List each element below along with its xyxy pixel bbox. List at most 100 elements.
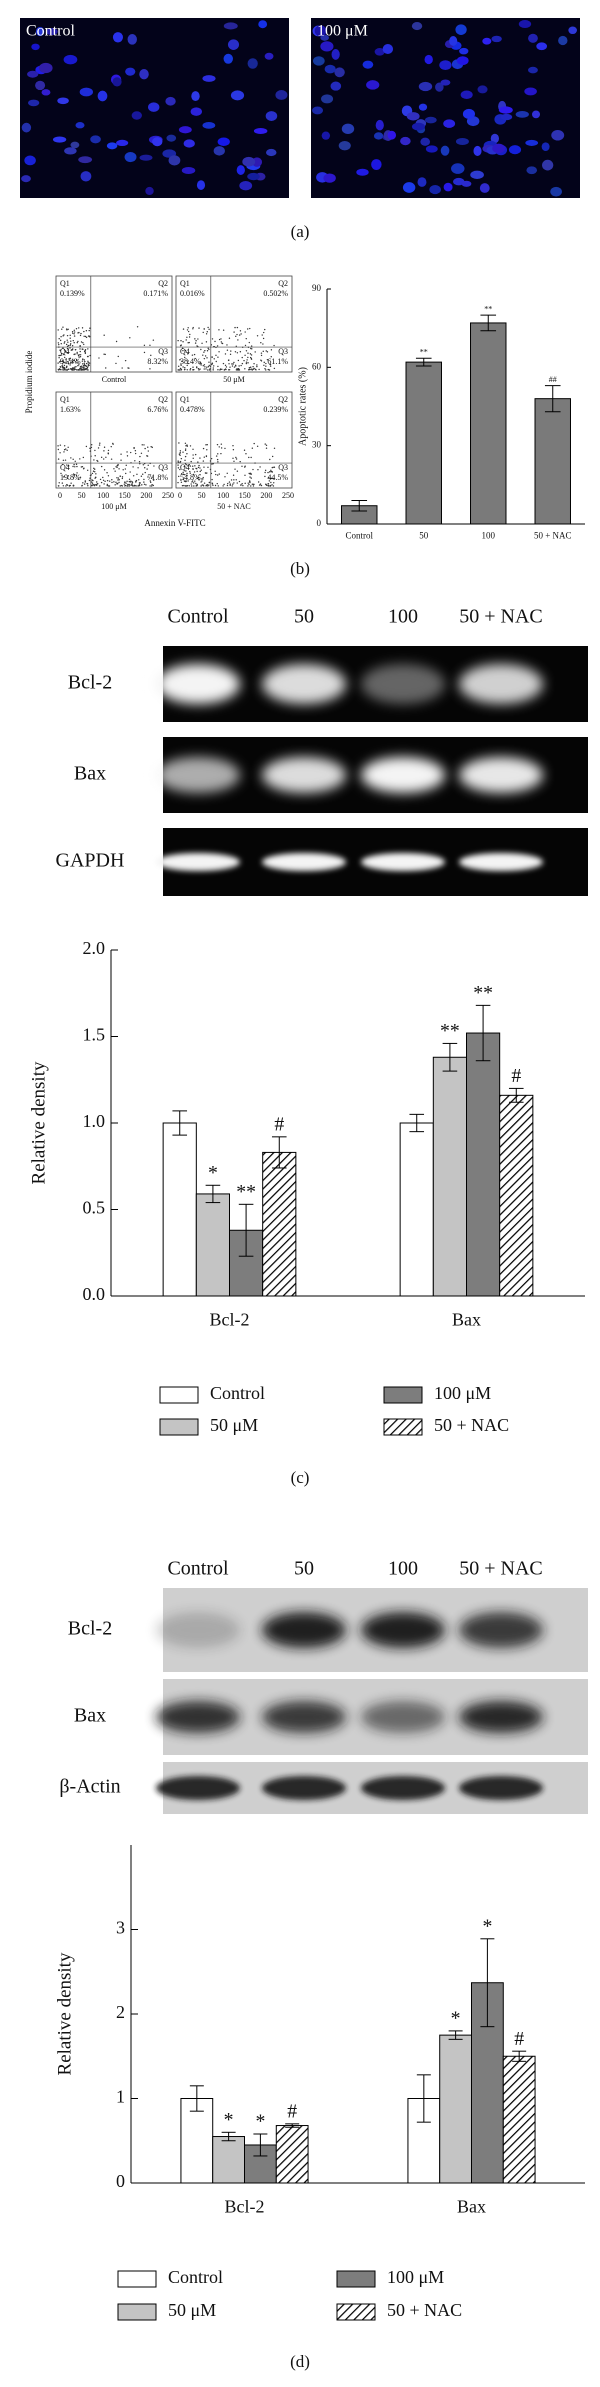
flow-event — [190, 460, 192, 463]
flow-event — [86, 355, 89, 358]
flow-event — [235, 458, 238, 460]
flow-event — [206, 350, 209, 352]
flow-event — [139, 463, 141, 465]
lane-label: Control — [167, 1558, 229, 1580]
flow-event — [184, 449, 187, 452]
flow-event — [69, 344, 72, 346]
flow-event — [134, 460, 136, 462]
flow-event — [75, 328, 78, 330]
bar — [439, 2034, 473, 2184]
flow-event — [79, 356, 82, 358]
flow-event — [220, 452, 222, 455]
flow-event — [66, 369, 69, 371]
flow-event — [71, 345, 74, 347]
flow-event — [62, 369, 65, 371]
flow-event — [180, 479, 182, 481]
flow-event — [59, 365, 62, 368]
nucleus — [492, 143, 506, 154]
flow-event — [232, 483, 234, 485]
flow-event — [251, 348, 253, 350]
nucleus — [456, 56, 469, 66]
flow-event — [235, 345, 237, 348]
error-bar — [351, 500, 368, 512]
flow-event — [111, 479, 113, 481]
flow-event — [237, 359, 240, 362]
nucleus — [52, 136, 67, 143]
flow-event — [177, 365, 180, 367]
flow-event — [129, 337, 131, 339]
flow-event — [216, 345, 219, 347]
flow-event — [208, 361, 210, 363]
nucleus — [470, 170, 484, 179]
flow-event — [125, 482, 127, 484]
nucleus — [323, 173, 336, 183]
flow-event — [181, 484, 184, 487]
flow-event — [208, 348, 210, 351]
error-bar — [508, 1087, 524, 1103]
flow-event — [188, 464, 191, 466]
flow-event — [229, 366, 231, 368]
flow-event — [217, 461, 219, 463]
flow-event — [185, 445, 187, 447]
y-tick-label: 1.0 — [83, 1111, 106, 1131]
band — [156, 1701, 240, 1733]
nucleus — [75, 122, 85, 129]
flow-event — [269, 363, 272, 366]
flow-event — [121, 476, 124, 478]
bar — [262, 1151, 297, 1297]
flow-event — [63, 449, 66, 451]
flow-event — [94, 477, 96, 479]
flow-event — [187, 353, 189, 355]
flow-event — [194, 453, 197, 456]
nucleus — [21, 175, 31, 183]
nucleus — [424, 54, 433, 65]
flow-event — [85, 336, 88, 339]
significance-mark: ** — [440, 1020, 460, 1042]
x-tick-label: 50 — [78, 491, 86, 500]
flow-event — [81, 360, 84, 362]
flow-event — [62, 485, 65, 487]
flow-event — [247, 485, 249, 487]
flow-event — [196, 345, 198, 347]
flow-event — [76, 353, 78, 355]
nucleus — [57, 97, 69, 105]
caption: (c) — [291, 1468, 310, 1487]
flow-event — [128, 483, 130, 486]
flow-event — [250, 354, 253, 356]
flow-event — [203, 456, 205, 458]
nucleus — [181, 167, 196, 175]
caption: (b) — [290, 559, 310, 578]
flow-event — [231, 365, 234, 367]
flow-event — [107, 449, 110, 452]
x-tick-label: 250 — [162, 491, 174, 500]
flow-event — [202, 478, 204, 480]
flow-event — [253, 442, 255, 445]
flow-event — [71, 330, 74, 333]
flow-event — [87, 485, 89, 487]
flow-event — [89, 447, 91, 450]
flow-event — [60, 342, 62, 345]
flow-event — [108, 480, 111, 482]
flow-event — [118, 481, 120, 484]
flow-event — [121, 367, 123, 369]
flow-event — [207, 466, 209, 469]
nucleus — [242, 156, 256, 167]
flow-event — [85, 445, 88, 448]
flow-event — [120, 459, 122, 461]
flow-event — [258, 368, 260, 371]
nucleus — [27, 99, 40, 107]
x-tick-label: 150 — [239, 491, 251, 500]
flow-event — [199, 470, 201, 473]
flow-event — [184, 442, 187, 444]
bar — [405, 361, 442, 525]
flow-event — [186, 485, 189, 487]
nucleus — [247, 172, 260, 181]
flow-event — [271, 455, 274, 458]
quadrant-name: Q3 — [278, 347, 288, 356]
flow-event — [233, 331, 235, 333]
flow-event — [63, 451, 65, 453]
flow-event — [183, 465, 185, 468]
flow-event — [233, 479, 235, 481]
flow-event — [72, 339, 74, 342]
flow-event — [187, 362, 189, 365]
